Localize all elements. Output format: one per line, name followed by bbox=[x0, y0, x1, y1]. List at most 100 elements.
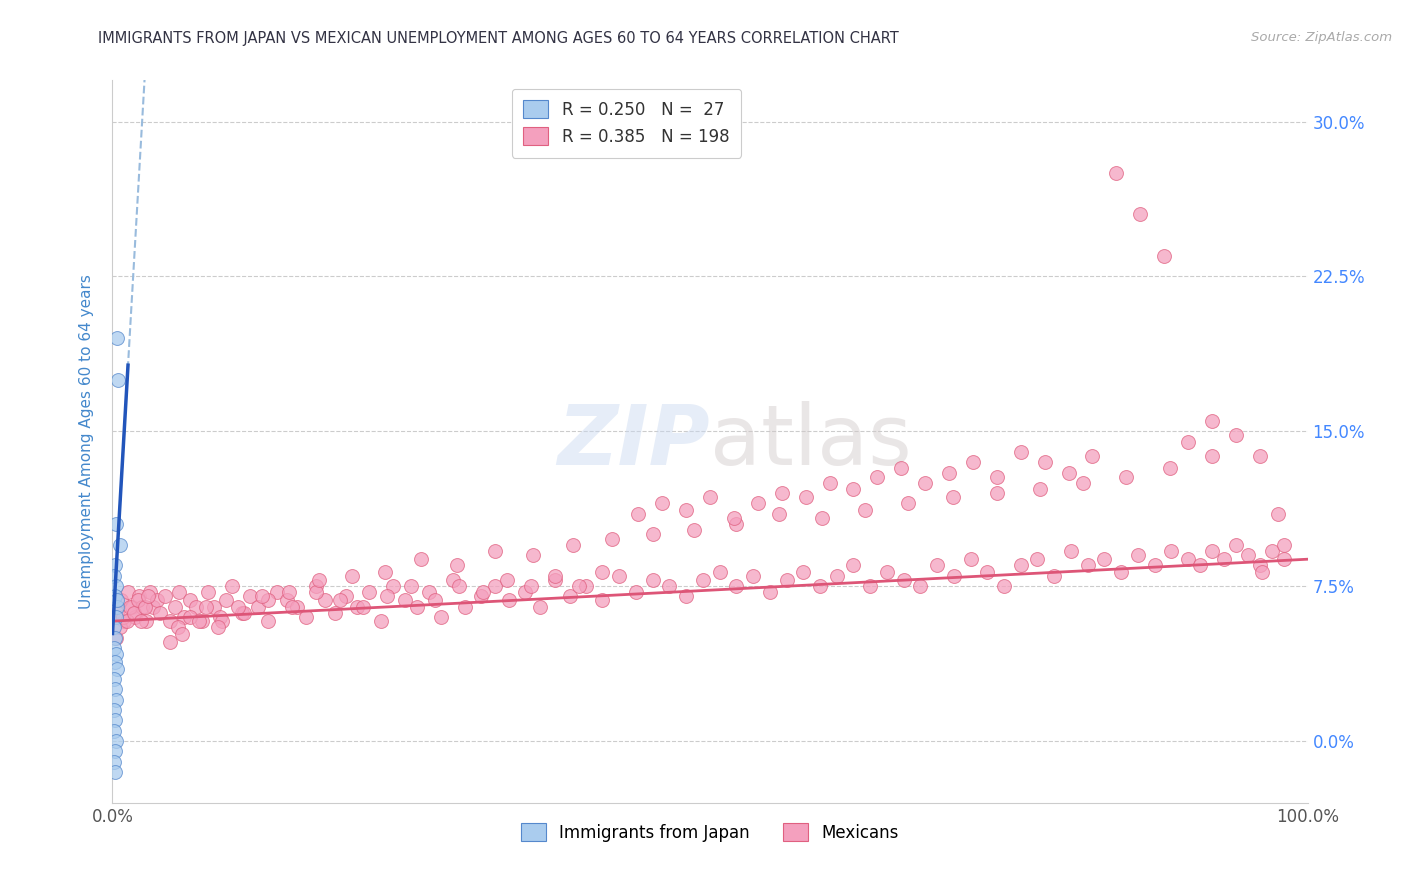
Point bbox=[346, 599, 368, 614]
Point bbox=[1267, 507, 1289, 521]
Point bbox=[1010, 558, 1032, 573]
Point bbox=[1029, 482, 1052, 496]
Point bbox=[842, 558, 865, 573]
Point bbox=[169, 585, 191, 599]
Point bbox=[1115, 469, 1137, 483]
Point bbox=[134, 599, 156, 614]
Point bbox=[986, 469, 1008, 483]
Point bbox=[446, 558, 468, 573]
Point bbox=[568, 579, 591, 593]
Point bbox=[1225, 428, 1247, 442]
Point bbox=[105, 647, 128, 661]
Point bbox=[305, 579, 328, 593]
Point bbox=[105, 606, 128, 620]
Point bbox=[1094, 552, 1116, 566]
Point bbox=[409, 552, 432, 566]
Point bbox=[1160, 544, 1182, 558]
Point bbox=[914, 475, 936, 490]
Point bbox=[186, 599, 208, 614]
Point bbox=[179, 610, 201, 624]
Point bbox=[1201, 414, 1223, 428]
Point bbox=[159, 614, 181, 628]
Point bbox=[374, 565, 396, 579]
Point bbox=[855, 502, 877, 516]
Point bbox=[191, 614, 214, 628]
Point bbox=[394, 593, 416, 607]
Point bbox=[522, 548, 544, 562]
Point bbox=[543, 568, 565, 582]
Point bbox=[352, 599, 374, 614]
Point bbox=[247, 599, 270, 614]
Point bbox=[110, 593, 132, 607]
Point bbox=[104, 656, 127, 670]
Point bbox=[768, 507, 790, 521]
Point bbox=[1201, 544, 1223, 558]
Point bbox=[658, 579, 681, 593]
Point bbox=[1213, 552, 1236, 566]
Point bbox=[226, 599, 249, 614]
Point bbox=[496, 573, 519, 587]
Point bbox=[138, 590, 160, 604]
Point bbox=[1201, 449, 1223, 463]
Point bbox=[340, 568, 363, 582]
Point bbox=[105, 331, 128, 345]
Point bbox=[114, 614, 135, 628]
Point bbox=[401, 579, 423, 593]
Point bbox=[1272, 552, 1295, 566]
Point bbox=[103, 723, 125, 738]
Point bbox=[231, 606, 253, 620]
Point bbox=[142, 599, 165, 614]
Point bbox=[770, 486, 793, 500]
Point bbox=[149, 606, 172, 620]
Point bbox=[103, 755, 125, 769]
Point bbox=[1249, 449, 1271, 463]
Point bbox=[1129, 207, 1152, 221]
Point bbox=[959, 552, 981, 566]
Point bbox=[295, 610, 318, 624]
Point bbox=[377, 590, 399, 604]
Point bbox=[215, 593, 238, 607]
Point bbox=[179, 593, 201, 607]
Point bbox=[600, 532, 623, 546]
Point bbox=[120, 599, 142, 614]
Point bbox=[1081, 449, 1104, 463]
Point bbox=[876, 565, 898, 579]
Point bbox=[699, 490, 721, 504]
Point bbox=[470, 590, 492, 604]
Point bbox=[808, 579, 831, 593]
Point bbox=[561, 538, 583, 552]
Point bbox=[1071, 475, 1094, 490]
Point bbox=[675, 590, 697, 604]
Point bbox=[115, 614, 138, 628]
Point bbox=[108, 620, 131, 634]
Point bbox=[104, 744, 127, 758]
Point bbox=[447, 579, 470, 593]
Point bbox=[239, 590, 262, 604]
Point bbox=[1057, 466, 1080, 480]
Point bbox=[173, 610, 195, 624]
Point bbox=[105, 517, 128, 532]
Text: Source: ZipAtlas.com: Source: ZipAtlas.com bbox=[1251, 31, 1392, 45]
Point bbox=[112, 610, 135, 624]
Point bbox=[187, 614, 209, 628]
Point bbox=[993, 579, 1015, 593]
Point bbox=[1143, 558, 1166, 573]
Legend: Immigrants from Japan, Mexicans: Immigrants from Japan, Mexicans bbox=[515, 817, 905, 848]
Point bbox=[105, 631, 128, 645]
Point bbox=[117, 585, 139, 599]
Point bbox=[197, 585, 219, 599]
Point bbox=[122, 606, 145, 620]
Point bbox=[329, 593, 352, 607]
Point bbox=[104, 631, 127, 645]
Point bbox=[305, 585, 328, 599]
Point bbox=[1026, 552, 1049, 566]
Point bbox=[942, 490, 965, 504]
Point bbox=[121, 599, 143, 614]
Point bbox=[454, 599, 477, 614]
Point bbox=[725, 517, 748, 532]
Point bbox=[278, 585, 301, 599]
Point bbox=[104, 682, 127, 697]
Point bbox=[257, 614, 280, 628]
Point bbox=[794, 490, 817, 504]
Point bbox=[472, 585, 495, 599]
